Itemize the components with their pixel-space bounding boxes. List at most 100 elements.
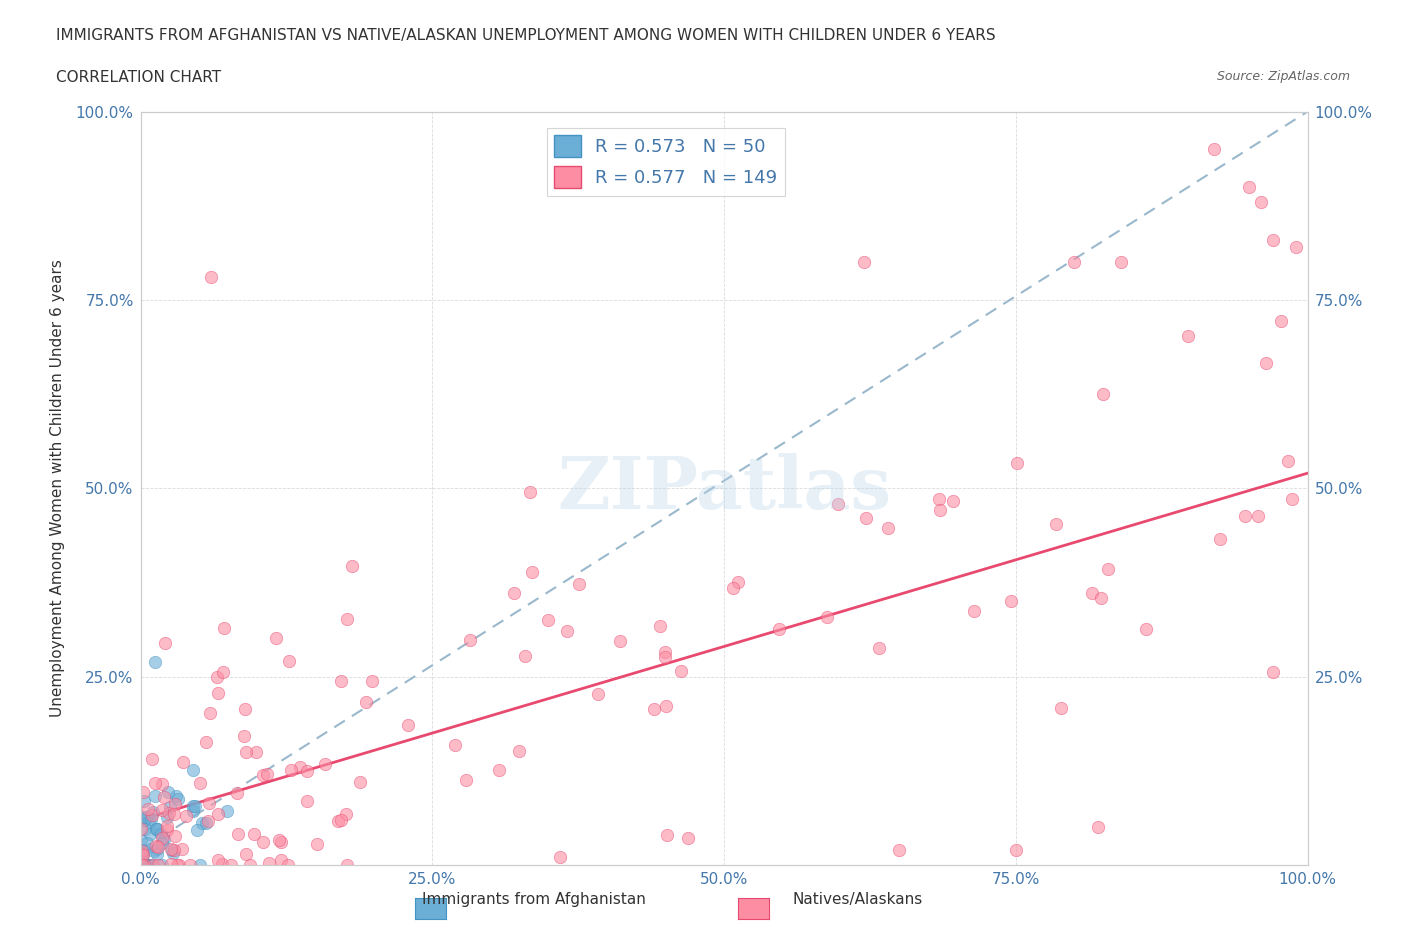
Natives/Alaskans (239, 857, 262, 872)
Natives/Alaskans (1281, 492, 1303, 507)
Natives/Alaskans (194, 735, 217, 750)
Natives/Alaskans (586, 686, 609, 701)
Natives/Alaskans (235, 847, 257, 862)
Text: Immigrants from Afghanistan: Immigrants from Afghanistan (422, 892, 647, 907)
Natives/Alaskans (928, 491, 950, 506)
Natives/Alaskans (129, 821, 152, 836)
Natives/Alaskans (252, 834, 274, 849)
Natives/Alaskans (150, 830, 173, 845)
Natives/Alaskans (141, 857, 163, 872)
Immigrants from Afghanistan (160, 843, 183, 857)
Natives/Alaskans (1250, 194, 1272, 209)
Immigrants from Afghanistan (131, 843, 153, 857)
Natives/Alaskans (205, 670, 228, 684)
Immigrants from Afghanistan (136, 836, 159, 851)
Natives/Alaskans (488, 762, 510, 777)
Natives/Alaskans (1208, 532, 1230, 547)
Natives/Alaskans (197, 814, 219, 829)
Immigrants from Afghanistan (143, 789, 166, 804)
Natives/Alaskans (233, 701, 256, 716)
Immigrants from Afghanistan (184, 798, 207, 813)
Natives/Alaskans (360, 674, 382, 689)
Natives/Alaskans (174, 808, 197, 823)
Immigrants from Afghanistan (129, 832, 152, 847)
Immigrants from Afghanistan (134, 842, 156, 857)
Natives/Alaskans (336, 857, 359, 872)
Natives/Alaskans (212, 621, 235, 636)
Natives/Alaskans (219, 857, 242, 872)
Natives/Alaskans (827, 497, 849, 512)
Immigrants from Afghanistan (195, 816, 218, 830)
Natives/Alaskans (868, 641, 890, 656)
Natives/Alaskans (314, 757, 336, 772)
Natives/Alaskans (131, 846, 153, 861)
Natives/Alaskans (655, 698, 678, 713)
Natives/Alaskans (328, 814, 350, 829)
Immigrants from Afghanistan (156, 785, 179, 800)
Natives/Alaskans (235, 745, 257, 760)
Natives/Alaskans (1254, 355, 1277, 370)
Natives/Alaskans (132, 848, 155, 863)
Natives/Alaskans (152, 803, 174, 817)
Immigrants from Afghanistan (135, 857, 157, 872)
Immigrants from Afghanistan (162, 846, 184, 861)
Natives/Alaskans (519, 485, 541, 499)
Natives/Alaskans (654, 650, 676, 665)
Natives/Alaskans (134, 857, 156, 872)
Natives/Alaskans (277, 654, 299, 669)
Natives/Alaskans (942, 494, 965, 509)
Natives/Alaskans (252, 767, 274, 782)
Natives/Alaskans (557, 623, 579, 638)
Natives/Alaskans (654, 645, 676, 660)
Natives/Alaskans (165, 797, 187, 812)
Natives/Alaskans (145, 839, 167, 854)
Immigrants from Afghanistan (156, 810, 179, 825)
Natives/Alaskans (243, 827, 266, 842)
Natives/Alaskans (1261, 232, 1284, 247)
Natives/Alaskans (669, 663, 692, 678)
Natives/Alaskans (1109, 255, 1132, 270)
Natives/Alaskans (1087, 820, 1109, 835)
Natives/Alaskans (256, 766, 278, 781)
Natives/Alaskans (270, 835, 292, 850)
Natives/Alaskans (1005, 843, 1028, 857)
Natives/Alaskans (396, 718, 419, 733)
Natives/Alaskans (648, 618, 671, 633)
Natives/Alaskans (721, 581, 744, 596)
Natives/Alaskans (520, 565, 543, 579)
Immigrants from Afghanistan (150, 857, 173, 872)
Natives/Alaskans (335, 807, 357, 822)
Natives/Alaskans (280, 763, 302, 777)
Natives/Alaskans (340, 559, 363, 574)
Natives/Alaskans (853, 255, 876, 270)
Natives/Alaskans (1049, 701, 1071, 716)
Natives/Alaskans (458, 632, 481, 647)
Natives/Alaskans (148, 857, 170, 872)
Natives/Alaskans (889, 843, 911, 857)
Immigrants from Afghanistan (132, 809, 155, 824)
Immigrants from Afghanistan (186, 823, 208, 838)
Natives/Alaskans (131, 857, 153, 872)
Natives/Alaskans (257, 856, 280, 870)
Natives/Alaskans (200, 706, 222, 721)
Natives/Alaskans (1239, 179, 1261, 194)
Natives/Alaskans (167, 857, 190, 872)
Natives/Alaskans (354, 695, 377, 710)
Natives/Alaskans (330, 673, 353, 688)
Immigrants from Afghanistan (165, 789, 187, 804)
Natives/Alaskans (172, 841, 194, 856)
Immigrants from Afghanistan (146, 821, 169, 836)
Natives/Alaskans (727, 575, 749, 590)
Immigrants from Afghanistan (138, 815, 160, 830)
Text: ZIPatlas: ZIPatlas (557, 453, 891, 524)
Natives/Alaskans (132, 785, 155, 800)
Natives/Alaskans (768, 621, 790, 636)
Natives/Alaskans (245, 745, 267, 760)
Y-axis label: Unemployment Among Women with Children Under 6 years: Unemployment Among Women with Children U… (49, 259, 65, 717)
Natives/Alaskans (1277, 453, 1299, 468)
Immigrants from Afghanistan (146, 846, 169, 861)
Immigrants from Afghanistan (139, 857, 162, 872)
Natives/Alaskans (295, 794, 318, 809)
Natives/Alaskans (267, 833, 290, 848)
Immigrants from Afghanistan (145, 842, 167, 857)
